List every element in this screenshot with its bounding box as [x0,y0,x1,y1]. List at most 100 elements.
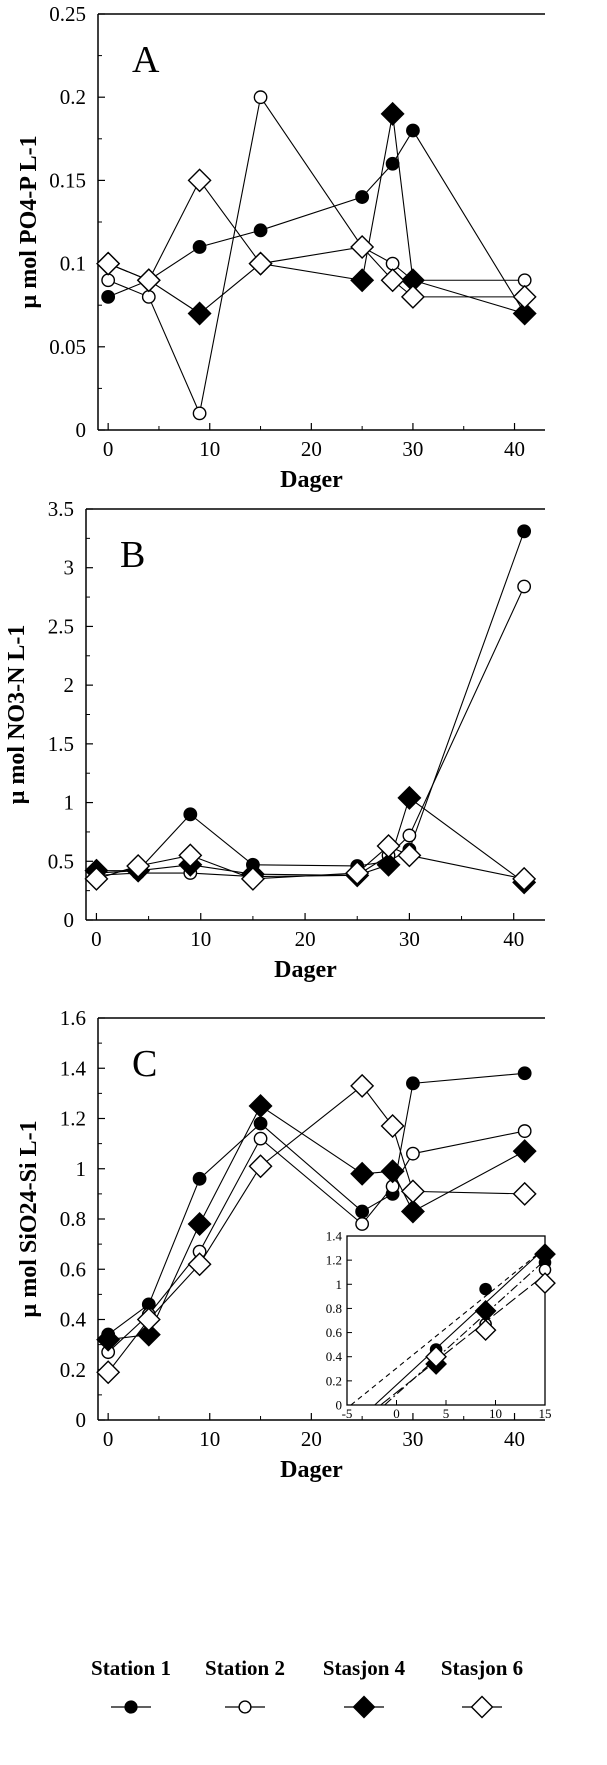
inset-y-tick-label: 0.8 [326,1301,342,1316]
chart-panel-b: 0 0.5 1 1.5 2 2.5 3 3.5 0 10 20 30 40 Dager µ mol NO3-… [4,497,545,983]
legend-label-station-1: Station 1 [91,1656,171,1680]
y-tick-label: 3 [64,556,75,580]
y-tick-label: 0.1 [60,252,86,276]
y-tick-label: 0.25 [49,2,86,26]
inset-y-tick-label: 0 [336,1398,343,1413]
data-point-station-1 [101,289,116,304]
y-tick-label: 0 [76,1408,87,1432]
y-tick-label: 0 [64,908,75,932]
data-point-stasjon-4 [350,268,375,293]
x-tick-label: 10 [199,1427,220,1451]
y-tick-label: 0 [76,418,87,442]
data-point-stasjon-6 [126,853,151,878]
inset-y-tick-label: 0.4 [326,1349,343,1364]
data-point-stasjon-4 [380,101,405,126]
inset-y-tick-label: 1 [336,1277,343,1292]
y-tick-label: 0.8 [60,1207,86,1231]
data-point-stasjon-4 [96,1327,121,1352]
data-point-stasjon-4 [187,1212,212,1237]
data-point-station-1 [355,1204,370,1219]
data-point-stasjon-4 [400,1199,425,1224]
y-tick-label: 0.05 [49,335,86,359]
data-point-stasjon-6 [512,1181,537,1206]
y-tick-label: 3.5 [48,497,74,521]
y-tick-label: 0.2 [60,85,86,109]
data-point-stasjon-6 [136,1307,161,1332]
data-point-stasjon-6 [400,284,425,309]
series-line-station-2 [96,586,525,878]
chart-panel-c-inset: 00.20.40.60.811.21.4-5 0 5 10 15 [326,1229,556,1421]
data-point-stasjon-6 [240,866,265,891]
x-tick-label: 0 [103,437,114,461]
x-tick-label: 20 [295,927,316,951]
data-point-station-2 [402,828,417,843]
data-point-station-2 [385,256,400,271]
data-point-station-2 [253,90,268,105]
data-point-stasjon-6 [512,284,537,309]
data-point-station-1 [253,223,268,238]
x-tick-label: 40 [504,437,525,461]
y-tick-label: 1.6 [60,1006,86,1030]
y-tick-label: 0.5 [48,849,74,873]
y-tick-label: 2.5 [48,614,74,638]
x-tick-label: 30 [402,437,423,461]
x-tick-label: 40 [504,1427,525,1451]
data-point-station-1 [183,807,198,822]
y-tick-label: 0.2 [60,1358,86,1382]
inset-y-tick-label: 0.6 [326,1325,343,1340]
legend-marker-station-2 [238,1700,252,1714]
inset-data-point-station-1 [479,1282,492,1296]
data-point-stasjon-6 [345,861,370,886]
legend-label-stasjon-6: Stasjon 6 [441,1656,523,1680]
series-line-stasjon-6 [107,1085,525,1373]
inset-x-tick-label: 15 [539,1406,552,1421]
data-point-stasjon-4 [380,1159,405,1184]
data-point-stasjon-6 [84,866,109,891]
x-tick-label: 20 [301,1427,322,1451]
data-point-station-1 [517,1066,532,1081]
series-line-stasjon-6 [96,845,525,880]
legend-marker-stasjon-6 [470,1695,494,1719]
data-point-stasjon-4 [397,785,422,810]
data-point-stasjon-6 [187,1252,212,1277]
inset-fit-line-solid [374,1247,546,1406]
x-tick-label: 30 [402,1427,423,1451]
inset-x-tick-label: 10 [489,1406,502,1421]
data-point-stasjon-4 [512,301,537,326]
data-point-stasjon-6 [376,834,401,859]
inset-x-tick-label: 5 [443,1406,450,1421]
inset-y-tick-label: 1.4 [326,1229,343,1244]
series-line-stasjon-6 [107,179,525,298]
data-point-stasjon-4 [136,1322,161,1347]
panel-label: B [120,534,145,576]
legend-label-stasjon-4: Stasjon 4 [323,1656,406,1680]
data-point-stasjon-4 [512,1139,537,1164]
inset-x-tick-label: 0 [393,1406,400,1421]
inset-frame [346,1235,546,1406]
data-point-station-2 [192,406,207,421]
y-tick-label: 1.5 [48,732,74,756]
data-point-station-2 [406,1146,420,1161]
data-point-stasjon-4 [350,1161,375,1186]
series-line-station-1 [107,1072,525,1336]
x-tick-label: 10 [190,927,211,951]
data-point-stasjon-6 [350,234,375,259]
panel-label: A [132,39,160,81]
x-axis-title: Dager [280,467,343,493]
y-axis-title: µ mol PO4-P L-1 [16,135,42,308]
inset-fit-line-dashed [350,1247,546,1406]
y-tick-label: 1 [64,791,75,815]
y-tick-label: 1 [76,1157,87,1181]
y-tick-label: 1.2 [60,1107,86,1131]
y-axis-title: µ mol SiO24-Si L-1 [16,1120,42,1317]
legend-marker-stasjon-4 [352,1695,376,1719]
data-point-station-1 [406,1076,420,1091]
data-point-station-1 [192,240,207,254]
inset-y-tick-label: 1.2 [326,1253,342,1268]
inset-data-point-stasjon-6 [534,1272,556,1294]
data-point-stasjon-6 [187,168,212,193]
series-line-stasjon-4 [107,113,525,315]
data-point-station-2 [517,273,532,288]
